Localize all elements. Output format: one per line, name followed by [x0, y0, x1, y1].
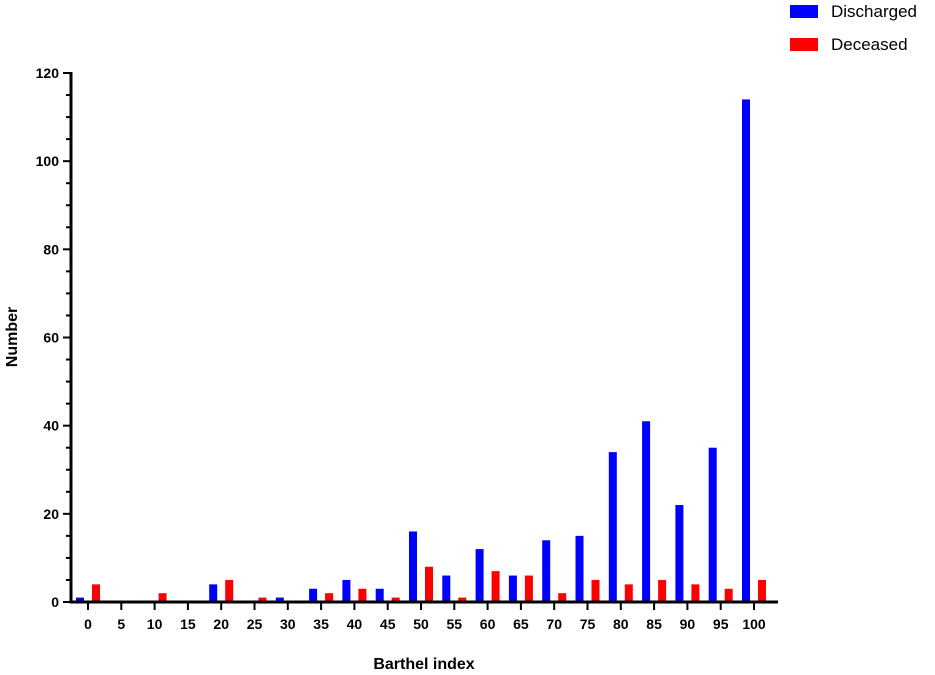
x-tick-label: 20	[213, 616, 229, 632]
bar-deceased-10	[158, 593, 167, 602]
bar-deceased-65	[524, 575, 533, 602]
x-tick-label: 85	[646, 616, 662, 632]
bar-deceased-90	[691, 584, 700, 602]
x-tick-label: 55	[447, 616, 463, 632]
bar-discharged-45	[375, 588, 384, 602]
x-tick-label: 100	[742, 616, 766, 632]
x-tick-label: 95	[713, 616, 729, 632]
y-tick-label: 60	[43, 330, 59, 346]
x-tick-label: 80	[613, 616, 629, 632]
y-tick-label: 120	[36, 65, 60, 81]
legend-label-discharged: Discharged	[831, 2, 917, 21]
bar-discharged-70	[542, 540, 551, 602]
x-tick-label: 10	[147, 616, 163, 632]
y-tick-label: 100	[36, 153, 60, 169]
x-axis: 0 5 10 15 20 25 30 35 40 45 50 55 60 65 70 75 80 85 90 95 10…	[70, 600, 778, 632]
bar-discharged-35	[309, 588, 318, 602]
bar-discharged-20	[209, 584, 218, 602]
y-tick-label: 80	[43, 241, 59, 257]
bar-deceased-85	[658, 579, 667, 602]
y-axis-title: Number	[4, 307, 21, 367]
bar-deceased-40	[358, 588, 367, 602]
bar-deceased-70	[558, 593, 567, 602]
bar-discharged-60	[475, 549, 484, 602]
bar-deceased-50	[425, 566, 433, 602]
y-tick-label: 40	[43, 418, 59, 434]
x-tick-label: 45	[380, 616, 396, 632]
bar-deceased-60	[491, 571, 500, 602]
x-tick-label: 70	[546, 616, 562, 632]
legend-swatch-discharged	[790, 5, 818, 18]
bar-deceased-35	[325, 593, 334, 602]
x-tick-label: 35	[313, 616, 329, 632]
x-tick-label: 50	[413, 616, 429, 632]
x-tick-label: 15	[180, 616, 196, 632]
legend: Discharged Deceased	[790, 2, 917, 54]
bars-layer	[76, 99, 766, 602]
bar-discharged-0	[76, 597, 84, 602]
x-tick-label: 25	[247, 616, 263, 632]
x-tick-label: 90	[680, 616, 696, 632]
y-axis: 0 20 40 60 80 100 120	[36, 65, 73, 610]
x-tick-label: 65	[513, 616, 529, 632]
bar-discharged-90	[675, 505, 684, 602]
bar-discharged-85	[642, 421, 651, 602]
bar-discharged-30	[275, 597, 284, 602]
bar-deceased-80	[624, 584, 633, 602]
x-tick-label: 0	[84, 616, 92, 632]
bar-deceased-45	[391, 597, 400, 602]
bar-deceased-0	[92, 584, 100, 602]
bar-deceased-95	[724, 588, 733, 602]
bar-deceased-100	[758, 579, 766, 602]
bar-deceased-25	[258, 597, 267, 602]
legend-label-deceased: Deceased	[831, 35, 908, 54]
bar-deceased-55	[458, 597, 467, 602]
bar-discharged-40	[342, 579, 351, 602]
bar-discharged-75	[575, 535, 584, 602]
bar-discharged-50	[409, 531, 417, 602]
bar-deceased-75	[591, 579, 600, 602]
legend-swatch-deceased	[790, 38, 818, 51]
x-tick-label: 30	[280, 616, 296, 632]
bar-discharged-80	[608, 452, 617, 602]
y-tick-label: 20	[43, 506, 59, 522]
x-axis-title: Barthel index	[373, 656, 474, 673]
x-tick-label: 5	[117, 616, 125, 632]
bar-discharged-65	[508, 575, 517, 602]
bar-deceased-20	[225, 579, 234, 602]
y-tick-label: 0	[51, 594, 59, 610]
x-tick-label: 60	[480, 616, 496, 632]
bar-discharged-55	[442, 575, 451, 602]
bar-discharged-100	[742, 99, 750, 602]
bar-discharged-95	[708, 447, 717, 602]
x-tick-label: 40	[347, 616, 363, 632]
x-tick-label: 75	[580, 616, 596, 632]
